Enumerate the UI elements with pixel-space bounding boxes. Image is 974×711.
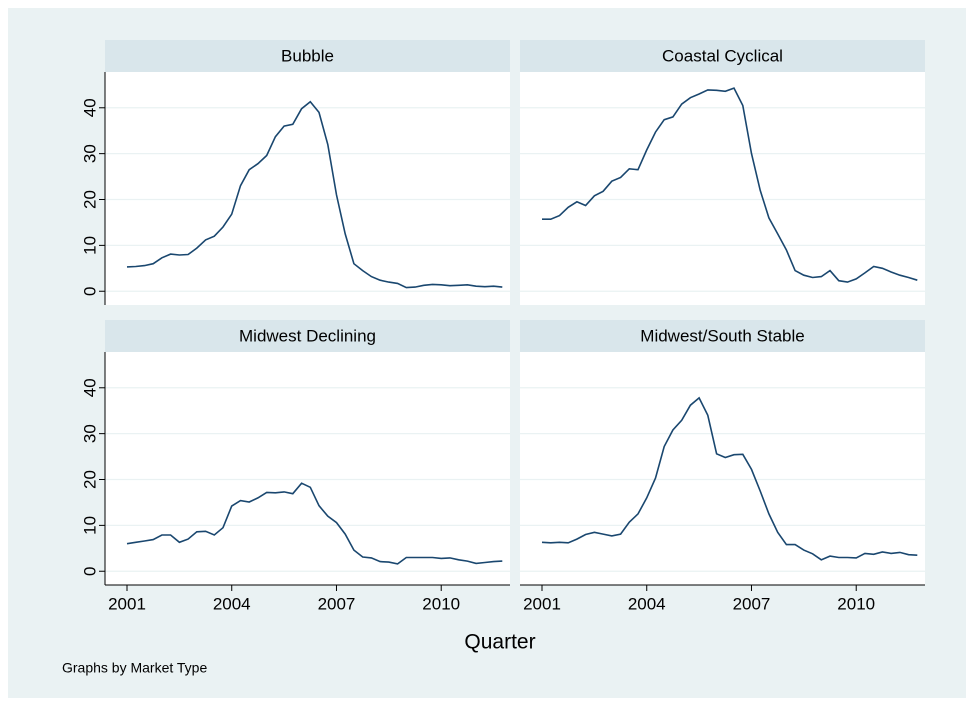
x-tick-label: 2004	[628, 594, 666, 613]
y-tick-label: 40	[80, 98, 99, 117]
note: Graphs by Market Type	[62, 660, 207, 676]
line	[126, 100, 503, 289]
y-tick-label: 10	[80, 236, 99, 255]
x-tick-label: 2010	[837, 594, 875, 613]
panel-header	[105, 320, 510, 352]
x-axis-title: Quarter	[464, 631, 535, 654]
panel-header	[520, 320, 925, 352]
panel-title: Bubble	[281, 46, 334, 65]
y-tick-label: 10	[80, 516, 99, 535]
panel-header	[520, 40, 925, 72]
panel-title: Midwest Declining	[239, 326, 376, 345]
plot-area	[520, 352, 925, 585]
y-tick-label: 0	[80, 567, 99, 576]
y-tick-label: 30	[80, 144, 99, 163]
y-tick-label: 40	[80, 378, 99, 397]
line	[126, 482, 503, 565]
y-tick-label: 20	[80, 470, 99, 489]
panel-title: Midwest/South Stable	[640, 326, 804, 345]
x-tick-label: 2004	[213, 594, 251, 613]
y-tick-label: 20	[80, 190, 99, 209]
x-tick-label: 2001	[108, 594, 146, 613]
line	[542, 87, 918, 283]
x-tick-label: 2001	[523, 594, 561, 613]
x-tick-label: 2007	[733, 594, 771, 613]
panel-header	[105, 40, 510, 72]
x-tick-label: 2007	[318, 594, 356, 613]
line	[541, 396, 918, 561]
y-tick-label: 0	[80, 287, 99, 296]
y-tick-label: 30	[80, 424, 99, 443]
panel-title: Coastal Cyclical	[662, 46, 783, 65]
plot-area	[105, 72, 510, 305]
plot-area	[520, 72, 925, 305]
plot-area	[105, 352, 510, 585]
x-tick-label: 2010	[422, 594, 460, 613]
